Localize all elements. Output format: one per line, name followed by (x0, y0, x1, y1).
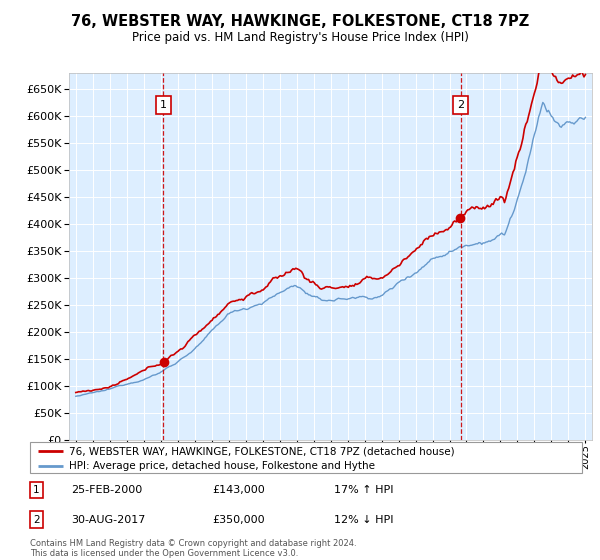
Text: 30-AUG-2017: 30-AUG-2017 (71, 515, 146, 525)
Text: 76, WEBSTER WAY, HAWKINGE, FOLKESTONE, CT18 7PZ (detached house): 76, WEBSTER WAY, HAWKINGE, FOLKESTONE, C… (68, 446, 454, 456)
Text: £143,000: £143,000 (212, 485, 265, 495)
Text: 2: 2 (457, 100, 464, 110)
Text: 1: 1 (160, 100, 167, 110)
Text: HPI: Average price, detached house, Folkestone and Hythe: HPI: Average price, detached house, Folk… (68, 461, 374, 472)
FancyBboxPatch shape (30, 442, 582, 473)
Text: 25-FEB-2000: 25-FEB-2000 (71, 485, 143, 495)
Text: Contains HM Land Registry data © Crown copyright and database right 2024.
This d: Contains HM Land Registry data © Crown c… (30, 539, 356, 558)
Text: 76, WEBSTER WAY, HAWKINGE, FOLKESTONE, CT18 7PZ: 76, WEBSTER WAY, HAWKINGE, FOLKESTONE, C… (71, 14, 529, 29)
Text: 12% ↓ HPI: 12% ↓ HPI (334, 515, 393, 525)
Text: Price paid vs. HM Land Registry's House Price Index (HPI): Price paid vs. HM Land Registry's House … (131, 31, 469, 44)
Text: 17% ↑ HPI: 17% ↑ HPI (334, 485, 393, 495)
Text: 2: 2 (34, 515, 40, 525)
Text: 1: 1 (34, 485, 40, 495)
Text: £350,000: £350,000 (212, 515, 265, 525)
